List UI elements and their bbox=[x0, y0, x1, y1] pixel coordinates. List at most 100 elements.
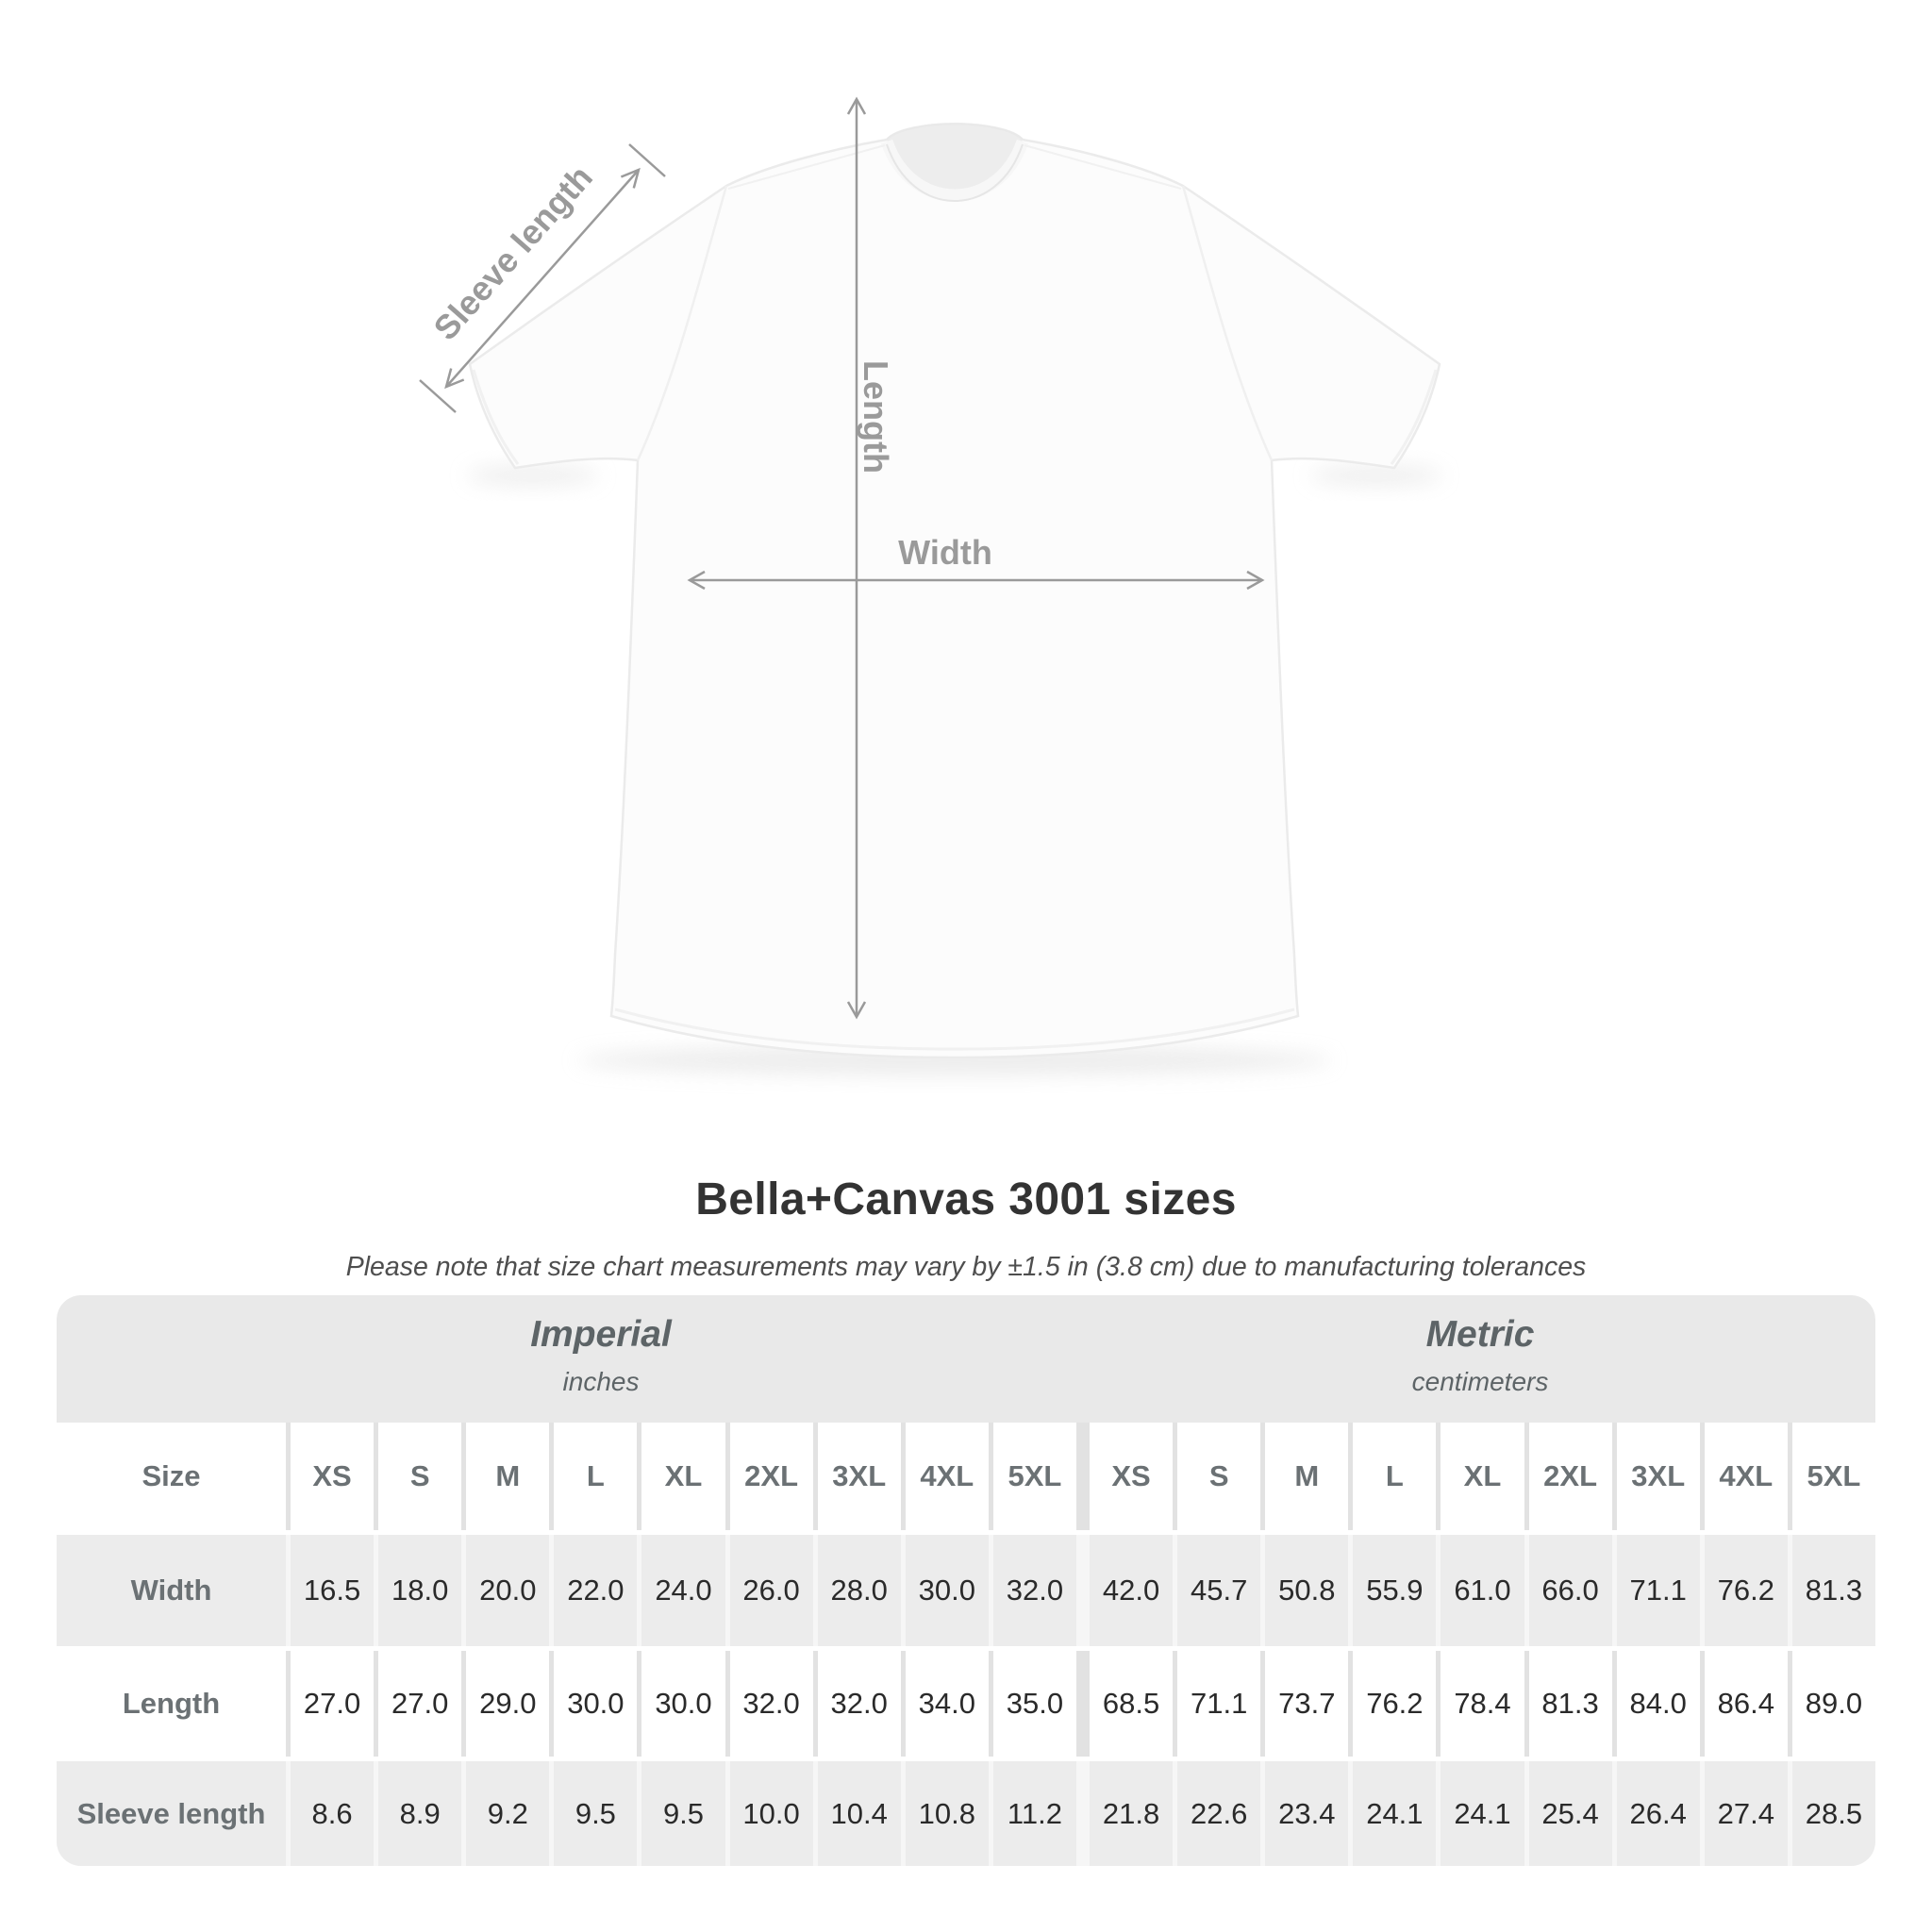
row-width-imperial-cell-3: 22.0 bbox=[554, 1535, 638, 1646]
hem-seam bbox=[614, 1008, 1295, 1051]
size-header-row-metric-cell-5: 2XL bbox=[1528, 1423, 1612, 1530]
size-header-row-imperial-cell-8: 5XL bbox=[992, 1423, 1076, 1530]
row-width-imperial-cell-8: 32.0 bbox=[992, 1535, 1076, 1646]
row-length-metric-cell-4: 78.4 bbox=[1441, 1651, 1524, 1757]
row-length-imperial-cell-6: 32.0 bbox=[817, 1651, 901, 1757]
tolerance-note: Please note that size chart measurements… bbox=[345, 1252, 1587, 1282]
row-sleeve-length-metric-cell-0: 21.8 bbox=[1090, 1761, 1174, 1866]
row-length-metric-cell-2: 73.7 bbox=[1265, 1651, 1349, 1757]
row-sleeve-length-imperial-cell-7: 10.8 bbox=[905, 1761, 989, 1866]
row-sleeve-length-imperial-cell-0: 8.6 bbox=[291, 1761, 375, 1866]
row-length-imperial-cell-3: 30.0 bbox=[554, 1651, 638, 1757]
row-length-metric-cell-3: 76.2 bbox=[1353, 1651, 1437, 1757]
row-sleeve-length-imperial-cell-1: 8.9 bbox=[378, 1761, 462, 1866]
sleeve-arrowhead-top bbox=[620, 167, 641, 189]
width-dimension-label: Width bbox=[898, 533, 992, 572]
left-sleeve-shadow bbox=[467, 464, 599, 487]
left-shoulder-seam bbox=[727, 144, 886, 190]
length-arrowhead-bottom bbox=[846, 1001, 867, 1020]
row-length-imperial-cell-0: 27.0 bbox=[291, 1651, 375, 1757]
width-arrowhead-right bbox=[1246, 570, 1265, 591]
collar-band bbox=[880, 139, 1029, 202]
row-sleeve-length-imperial-cell-5: 10.0 bbox=[729, 1761, 813, 1866]
row-width-metric-cell-4: 61.0 bbox=[1441, 1535, 1524, 1646]
row-sleeve-length: Sleeve length 8.6 8.9 9.2 9.5 9.5 10.0 10.4 10.8… bbox=[57, 1761, 1875, 1866]
row-width-imperial-cell-7: 30.0 bbox=[905, 1535, 989, 1646]
row-length-imperial-cell-4: 30.0 bbox=[641, 1651, 725, 1757]
sleeve-dimension-line bbox=[445, 169, 640, 388]
page-title: Bella+Canvas 3001 sizes bbox=[695, 1174, 1237, 1224]
hem-shadow bbox=[577, 1045, 1332, 1075]
row-sleeve-length-metric-cell-2: 23.4 bbox=[1265, 1761, 1349, 1866]
row-sleeve-length-imperial-cell-2: 9.2 bbox=[466, 1761, 550, 1866]
size-header-row-label: Size bbox=[57, 1423, 286, 1530]
row-width-metric-cell-0: 42.0 bbox=[1090, 1535, 1174, 1646]
tshirt-diagram: Width Length Sleeve length bbox=[419, 96, 1442, 1075]
row-sleeve-length-label: Sleeve length bbox=[57, 1761, 286, 1866]
left-sleeve-seam bbox=[636, 185, 728, 461]
right-shoulder-seam bbox=[1024, 144, 1182, 190]
sleeve-arrowhead-bottom bbox=[444, 368, 465, 390]
size-header-row: Size XS S M L XL 2XL 3XL 4XL 5XL XS S M L XL 2XL 3XL 4XL 5… bbox=[57, 1423, 1875, 1530]
row-width-label: Width bbox=[57, 1535, 286, 1646]
metric-section-header: Metric centimeters bbox=[1412, 1314, 1549, 1397]
size-grid: Size XS S M L XL 2XL 3XL 4XL 5XL XS S M L XL 2XL 3XL 4XL 5… bbox=[57, 1423, 1875, 1866]
row-width-metric-cell-5: 66.0 bbox=[1528, 1535, 1612, 1646]
imperial-unit: inches bbox=[562, 1367, 640, 1396]
row-length: Length 27.0 27.0 29.0 30.0 30.0 32.0 32.0 34.0 35… bbox=[57, 1651, 1875, 1757]
row-length-metric-cell-0: 68.5 bbox=[1090, 1651, 1174, 1757]
row-length-metric-cell-8: 89.0 bbox=[1791, 1651, 1875, 1757]
size-header-row-metric-cell-4: XL bbox=[1441, 1423, 1524, 1530]
row-width-imperial-cell-0: 16.5 bbox=[291, 1535, 375, 1646]
size-header-row-imperial-cell-1: S bbox=[378, 1423, 462, 1530]
row-width-imperial-cell-5: 26.0 bbox=[729, 1535, 813, 1646]
length-dimension-label: Length bbox=[857, 360, 895, 474]
right-sleeve-shadow bbox=[1310, 464, 1442, 487]
imperial-label: Imperial bbox=[530, 1314, 672, 1355]
row-width-imperial-cell-6: 28.0 bbox=[817, 1535, 901, 1646]
row-width-imperial-cell-4: 24.0 bbox=[641, 1535, 725, 1646]
size-header-row-imperial-cell-5: 2XL bbox=[729, 1423, 813, 1530]
row-width-metric-cell-2: 50.8 bbox=[1265, 1535, 1349, 1646]
section-divider bbox=[1081, 1651, 1085, 1757]
length-arrowhead-top bbox=[846, 96, 867, 115]
width-arrowhead-left bbox=[687, 570, 706, 591]
row-sleeve-length-imperial-cell-6: 10.4 bbox=[817, 1761, 901, 1866]
row-sleeve-length-metric-cell-8: 28.5 bbox=[1791, 1761, 1875, 1866]
row-sleeve-length-metric-cell-1: 22.6 bbox=[1177, 1761, 1261, 1866]
size-header-row-metric-cell-1: S bbox=[1177, 1423, 1261, 1530]
size-header-row-imperial-cell-7: 4XL bbox=[905, 1423, 989, 1530]
row-length-imperial-cell-8: 35.0 bbox=[992, 1651, 1076, 1757]
row-length-metric-cell-1: 71.1 bbox=[1177, 1651, 1261, 1757]
size-header-row-metric-cell-2: M bbox=[1265, 1423, 1349, 1530]
row-sleeve-length-metric-cell-5: 25.4 bbox=[1528, 1761, 1612, 1866]
row-length-label: Length bbox=[57, 1651, 286, 1757]
row-width: Width 16.5 18.0 20.0 22.0 24.0 26.0 28.0 30.0 32.… bbox=[57, 1535, 1875, 1646]
unit-header-band: Imperial inches Metric centimeters bbox=[57, 1295, 1875, 1423]
row-sleeve-length-metric-cell-6: 26.4 bbox=[1616, 1761, 1700, 1866]
right-cuff-fold bbox=[1390, 369, 1438, 465]
row-sleeve-length-metric-cell-4: 24.1 bbox=[1441, 1761, 1524, 1866]
collar-opening bbox=[887, 123, 1023, 196]
row-width-imperial-cell-1: 18.0 bbox=[378, 1535, 462, 1646]
size-header-row-metric-cell-7: 4XL bbox=[1704, 1423, 1788, 1530]
row-length-metric-cell-5: 81.3 bbox=[1528, 1651, 1612, 1757]
row-sleeve-length-imperial-cell-3: 9.5 bbox=[554, 1761, 638, 1866]
row-sleeve-length-metric-cell-3: 24.1 bbox=[1353, 1761, 1437, 1866]
size-header-row-imperial-cell-0: XS bbox=[291, 1423, 375, 1530]
section-divider bbox=[1081, 1535, 1085, 1646]
size-header-row-metric-cell-0: XS bbox=[1090, 1423, 1174, 1530]
imperial-section-header: Imperial inches bbox=[530, 1314, 672, 1397]
size-header-row-metric-cell-8: 5XL bbox=[1791, 1423, 1875, 1530]
row-width-metric-cell-7: 76.2 bbox=[1704, 1535, 1788, 1646]
row-sleeve-length-imperial-cell-8: 11.2 bbox=[992, 1761, 1076, 1866]
row-length-imperial-cell-5: 32.0 bbox=[729, 1651, 813, 1757]
size-header-row-imperial-cell-3: L bbox=[554, 1423, 638, 1530]
size-header-row-metric-cell-3: L bbox=[1353, 1423, 1437, 1530]
size-header-row-imperial-cell-6: 3XL bbox=[817, 1423, 901, 1530]
left-cuff-fold bbox=[472, 369, 520, 465]
tshirt-body bbox=[468, 123, 1441, 1059]
row-length-imperial-cell-7: 34.0 bbox=[905, 1651, 989, 1757]
row-width-metric-cell-1: 45.7 bbox=[1177, 1535, 1261, 1646]
